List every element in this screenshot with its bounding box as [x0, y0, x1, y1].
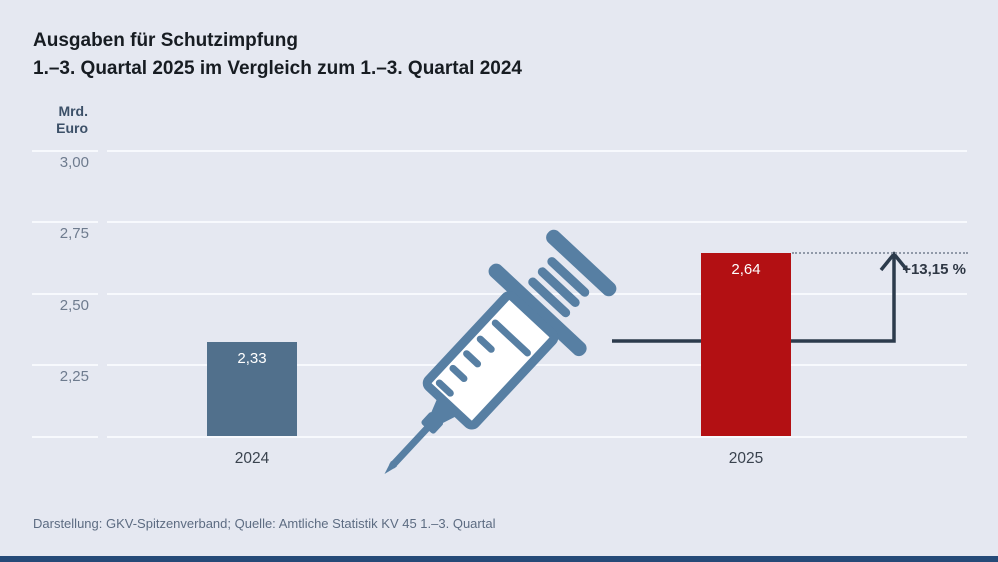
source-note: Darstellung: GKV-Spitzenverband; Quelle:…: [33, 516, 496, 531]
chart-title-line1: Ausgaben für Schutzimpfung: [33, 30, 298, 51]
gridline-3-00: [0, 150, 998, 152]
tick-segment: [32, 436, 98, 438]
tick-segment: [32, 150, 98, 152]
syringe-icon: [384, 229, 617, 475]
y-tick-label: 2,75: [59, 225, 89, 242]
chart-title-line2: 1.–3. Quartal 2025 im Vergleich zum 1.–3…: [33, 58, 522, 79]
gridline-segment: [107, 436, 967, 438]
gridline-2-25: [0, 364, 998, 366]
y-tick-label: 2,25: [59, 368, 89, 385]
tick-segment: [32, 364, 98, 366]
bar-2025: 2,64: [701, 253, 791, 436]
y-axis-unit-label: Mrd. Euro: [20, 103, 88, 137]
percent-change-label: +13,15 %: [902, 261, 966, 278]
gridline-segment: [107, 364, 967, 366]
bar-value-label: 2,64: [731, 261, 761, 278]
y-axis-unit-line2: Euro: [56, 120, 88, 136]
gridline-2-50: [0, 293, 998, 295]
tick-segment: [32, 293, 98, 295]
y-tick-label: 3,00: [59, 154, 89, 171]
baseline: [0, 436, 998, 438]
bar-2024: 2,33: [207, 342, 297, 436]
gridline-segment: [107, 150, 967, 152]
y-axis-unit-line1: Mrd.: [58, 103, 88, 119]
x-category-label-2024: 2024: [234, 450, 270, 467]
bottom-accent-bar: [0, 556, 998, 562]
gridline-segment: [107, 293, 967, 295]
bar-value-label: 2,33: [237, 350, 267, 367]
gridline-segment: [107, 221, 967, 223]
tick-segment: [32, 221, 98, 223]
y-tick-label: 2,50: [59, 297, 89, 314]
gridline-2-75: [0, 221, 998, 223]
x-category-label-2025: 2025: [728, 450, 764, 467]
chart-title: Ausgaben für Schutzimpfung 1.–3. Quartal…: [33, 27, 522, 83]
dotted-guide-line: [792, 252, 968, 254]
